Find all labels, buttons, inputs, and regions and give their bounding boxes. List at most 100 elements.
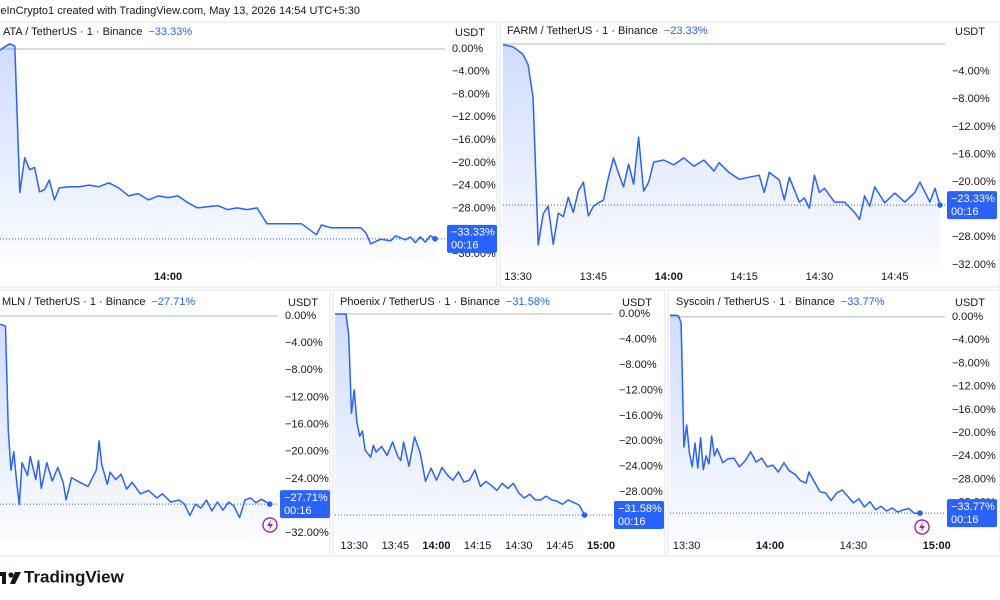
y-tick-label: −12.00% xyxy=(952,121,996,133)
price-badge-countdown: 00:16 xyxy=(451,240,479,252)
x-tick-label: 14:15 xyxy=(464,540,492,552)
y-tick-label: −24.00% xyxy=(952,450,996,462)
y-tick-label: −4.00% xyxy=(952,66,990,78)
change-value: −27.71% xyxy=(151,296,195,308)
chart-panel: MLN / TetherUS · 1 · Binance −27.71% USDT0… xyxy=(0,289,331,557)
y-tick-label: −12.00% xyxy=(285,391,329,403)
y-tick-label: −8.00% xyxy=(285,364,323,376)
y-tick-label: −28.00% xyxy=(952,473,996,485)
x-tick-label: 14:00 xyxy=(756,540,784,552)
price-line xyxy=(0,323,271,519)
x-tick-label: 14:15 xyxy=(730,271,758,283)
brand-name: TradingView xyxy=(24,567,125,586)
y-tick-label: −16.00% xyxy=(952,148,996,160)
x-tick-label: 13:30 xyxy=(504,271,532,283)
alert-icon xyxy=(262,517,278,533)
price-badge xyxy=(947,499,997,528)
last-point xyxy=(266,501,273,507)
x-tick-label: 15:00 xyxy=(587,540,615,552)
y-tick-label: −4.00% xyxy=(452,66,490,78)
y-tick-label: 0.00% xyxy=(285,310,316,322)
price-badge-countdown: 00:16 xyxy=(951,206,979,218)
logo-part xyxy=(2,572,6,584)
area-fill xyxy=(670,315,920,540)
y-tick-label: −4.00% xyxy=(952,334,990,346)
symbol-title: Phoenix / TetherUS · 1 · Binance xyxy=(340,296,500,308)
x-tick-label: 13:45 xyxy=(580,271,608,283)
y-tick-label: −20.00% xyxy=(619,435,663,447)
x-tick-label: 14:45 xyxy=(881,271,909,283)
axis-unit: USDT xyxy=(288,297,318,309)
price-badge-value: −31.58% xyxy=(618,503,662,515)
y-tick-label: −12.00% xyxy=(619,384,663,396)
panels: ATA / TetherUS · 1 · Binance −33.33% USDT0… xyxy=(0,21,1000,557)
symbol-title: FARM / TetherUS · 1 · Binance xyxy=(507,25,658,37)
change-value: −33.77% xyxy=(841,296,885,308)
y-tick-label: −20.00% xyxy=(952,176,996,188)
y-tick-label: −32.00% xyxy=(952,259,996,271)
alert-icon xyxy=(914,519,930,535)
price-badge xyxy=(947,191,997,220)
y-tick-label: −12.00% xyxy=(452,111,496,123)
last-point xyxy=(917,510,923,516)
symbol-title: MLN / TetherUS · 1 · Binance xyxy=(2,296,145,308)
x-tick-label: 14:30 xyxy=(505,540,533,552)
axis-unit: USDT xyxy=(955,297,985,309)
price-badge xyxy=(447,224,497,253)
symbol-title: Syscoin / TetherUS · 1 · Binance xyxy=(676,296,835,308)
footer-logo: TradingView xyxy=(0,567,125,586)
y-tick-label: −24.00% xyxy=(285,473,329,485)
y-tick-label: −16.00% xyxy=(452,134,496,146)
last-point xyxy=(937,202,943,208)
axis-unit: USDT xyxy=(455,27,485,39)
price-line xyxy=(0,43,436,245)
x-tick-label: 13:45 xyxy=(382,540,410,552)
price-badge-value: −33.33% xyxy=(451,227,495,239)
last-point xyxy=(432,236,438,242)
chart-header: Syscoin / TetherUS · 1 · Binance −33.77% xyxy=(676,296,885,308)
price-badge-countdown: 00:16 xyxy=(951,514,979,526)
y-tick-label: −4.00% xyxy=(619,333,657,345)
y-tick-label: 0.00% xyxy=(619,308,650,320)
price-line xyxy=(335,313,586,516)
y-tick-label: −16.00% xyxy=(952,404,996,416)
axis-unit: USDT xyxy=(622,297,652,309)
x-tick-label: 14:30 xyxy=(840,540,868,552)
change-value: −23.33% xyxy=(664,25,708,37)
change-value: −31.58% xyxy=(506,296,550,308)
y-tick-label: −8.00% xyxy=(619,359,657,371)
chart-panel: Phoenix / TetherUS · 1 · Binance −31.58% U… xyxy=(332,289,666,557)
area-fill xyxy=(503,44,940,267)
x-tick-label: 13:30 xyxy=(340,540,368,552)
chart-header: ATA / TetherUS · 1 · Binance −33.33% xyxy=(3,26,192,38)
price-line xyxy=(503,43,941,246)
y-tick-label: −4.00% xyxy=(285,337,323,349)
y-tick-label: −16.00% xyxy=(285,419,329,431)
y-tick-label: −28.00% xyxy=(452,202,496,214)
price-badge-value: −23.33% xyxy=(951,193,995,205)
chart-panel: FARM / TetherUS · 1 · Binance −23.33% USDT… xyxy=(499,21,1000,288)
price-badge-countdown: 00:16 xyxy=(618,516,646,528)
snapshot-caption: BeInCrypto1 created with TradingView.com… xyxy=(0,5,360,17)
x-tick-label: 13:30 xyxy=(673,540,701,552)
area-fill xyxy=(0,324,270,540)
price-badge-value: −33.77% xyxy=(951,501,995,513)
y-tick-label: −28.00% xyxy=(619,486,663,498)
price-line xyxy=(670,314,921,515)
logo-part xyxy=(8,572,14,578)
area-fill xyxy=(335,314,585,540)
alert-bolt xyxy=(267,520,273,530)
logo-part xyxy=(10,572,21,584)
y-tick-label: 0.00% xyxy=(952,311,983,323)
x-tick-label: 15:00 xyxy=(923,540,951,552)
y-tick-label: −20.00% xyxy=(285,446,329,458)
y-tick-label: −8.00% xyxy=(952,357,990,369)
alert-bolt xyxy=(919,522,925,532)
y-tick-label: 0.00% xyxy=(452,43,483,55)
x-tick-label: 14:00 xyxy=(655,271,683,283)
y-tick-label: −24.00% xyxy=(619,461,663,473)
y-tick-label: −12.00% xyxy=(952,381,996,393)
y-tick-label: −8.00% xyxy=(452,88,490,100)
y-tick-label: −28.00% xyxy=(952,231,996,243)
chart-header: FARM / TetherUS · 1 · Binance −23.33% xyxy=(507,25,708,37)
